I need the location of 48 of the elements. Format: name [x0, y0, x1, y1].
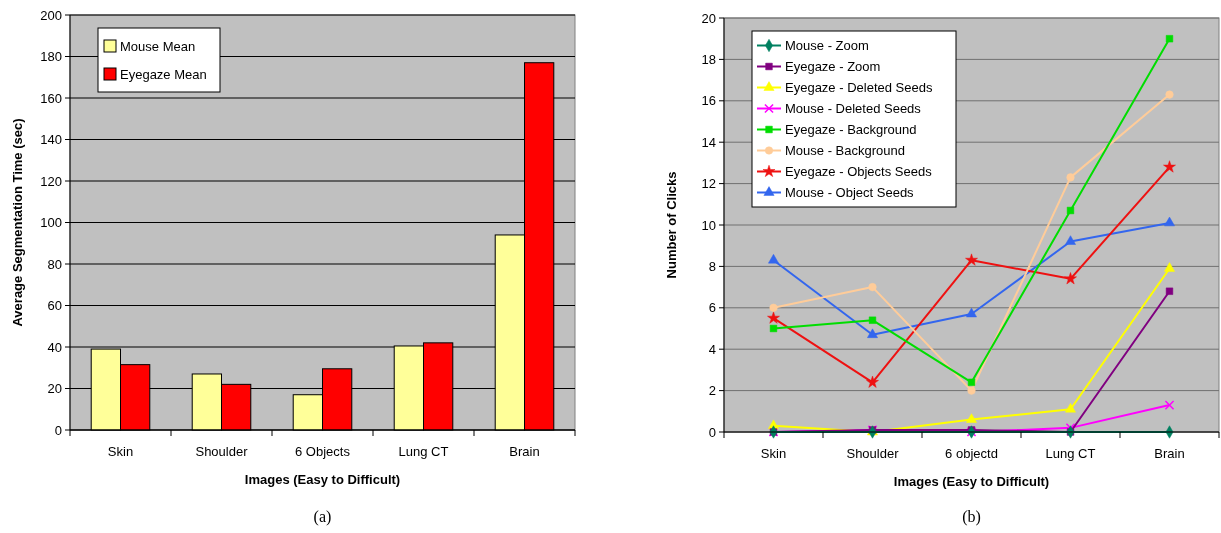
- y-tick-label: 2: [708, 383, 716, 399]
- x-tick-label: Lung CT: [1045, 446, 1096, 461]
- legend-label: Mouse Mean: [120, 38, 196, 54]
- text: (a): [313, 508, 332, 526]
- x-tick-label: Shoulder: [195, 444, 249, 459]
- y-tick-label: 6: [708, 300, 716, 316]
- y-tick-label: 16: [701, 93, 716, 109]
- y-tick-label: 12: [701, 176, 716, 192]
- y-tick-label: 20: [701, 10, 716, 26]
- y-tick-label: 100: [40, 215, 62, 231]
- y-tick-label: 18: [701, 51, 716, 67]
- legend-label: Eyegaze Mean: [120, 66, 207, 82]
- x-tick-label: Brain: [1154, 446, 1185, 461]
- legend-label: Mouse - Background: [785, 143, 905, 159]
- y-tick-label: 140: [40, 132, 62, 148]
- y-tick-label: 0: [708, 424, 716, 440]
- y-tick-label: 200: [40, 7, 62, 23]
- y-tick-label: 40: [47, 339, 62, 355]
- y-tick-label: 160: [40, 90, 62, 106]
- y-tick-label: 14: [701, 134, 716, 150]
- y-tick-label: 60: [47, 298, 62, 314]
- x-tick-label: Lung CT: [398, 444, 449, 459]
- y-tick-label: 180: [40, 49, 62, 65]
- x-tick-label: Skin: [760, 446, 787, 461]
- y-tick-label: 120: [40, 173, 62, 189]
- x-tick-label: Brain: [509, 444, 540, 459]
- legend-label: Eyegaze - Background: [785, 122, 917, 138]
- y-axis-title: Number of Clicks: [664, 171, 679, 279]
- x-axis-title: Images (Easy to Difficult): [893, 474, 1050, 489]
- x-tick-label: Shoulder: [846, 446, 900, 461]
- y-tick-label: 20: [47, 381, 62, 397]
- legend-label: Mouse - Deleted Seeds: [785, 101, 922, 117]
- text: (b): [962, 508, 981, 526]
- y-tick-label: 80: [47, 256, 62, 272]
- y-tick-label: 0: [54, 422, 62, 438]
- y-tick-label: 4: [708, 341, 716, 357]
- legend-label: Mouse - Object Seeds: [785, 185, 915, 201]
- legend-label: Eyegaze - Deleted Seeds: [785, 80, 933, 96]
- x-axis-title: Images (Easy to Difficult): [244, 472, 401, 487]
- legend-label: Eyegaze - Zoom: [785, 59, 881, 75]
- y-axis-title: Average Segmentation Time (sec): [10, 118, 25, 327]
- y-tick-label: 10: [701, 217, 716, 233]
- x-tick-label: 6 Objects: [295, 444, 351, 459]
- x-tick-label: Skin: [107, 444, 134, 459]
- legend-label: Mouse - Zoom: [785, 38, 869, 54]
- legend-label: Eyegaze - Objects Seeds: [785, 164, 933, 180]
- y-tick-label: 8: [708, 258, 716, 274]
- x-tick-label: 6 objectd: [945, 446, 998, 461]
